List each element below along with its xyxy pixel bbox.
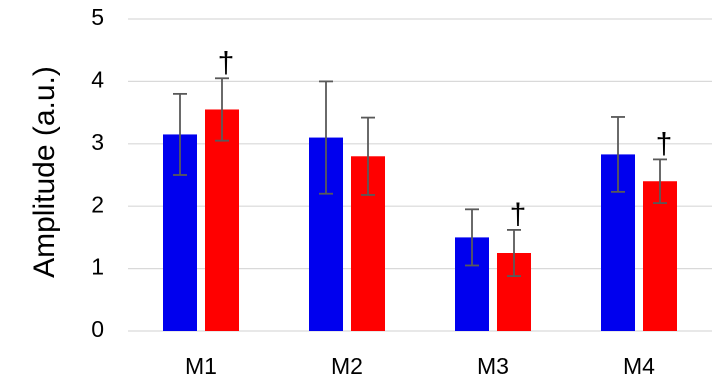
y-tick-label: 3 <box>91 129 104 155</box>
y-tick-label: 4 <box>91 66 104 92</box>
y-tick-label: 2 <box>91 191 104 217</box>
y-tick-labels: 0 1 2 3 4 5 <box>91 4 104 342</box>
x-category-label: M3 <box>477 353 509 379</box>
significance-marker: † <box>218 46 235 79</box>
x-category-label: M1 <box>185 353 217 379</box>
x-category-label: M4 <box>623 353 655 379</box>
significance-marker: † <box>510 198 527 231</box>
x-category-label: M2 <box>331 353 363 379</box>
y-tick-label: 0 <box>91 316 104 342</box>
bars <box>163 109 677 331</box>
error-bars <box>173 77 667 277</box>
y-tick-label: 5 <box>91 4 104 30</box>
y-axis-title: Amplitude (a.u.) <box>28 66 61 278</box>
x-category-labels: M1 M2 M3 M4 <box>185 353 655 379</box>
significance-markers: † † † <box>218 46 673 231</box>
bar <box>643 181 677 331</box>
y-tick-label: 1 <box>91 254 104 280</box>
bar <box>205 109 239 331</box>
significance-marker: † <box>656 127 673 160</box>
